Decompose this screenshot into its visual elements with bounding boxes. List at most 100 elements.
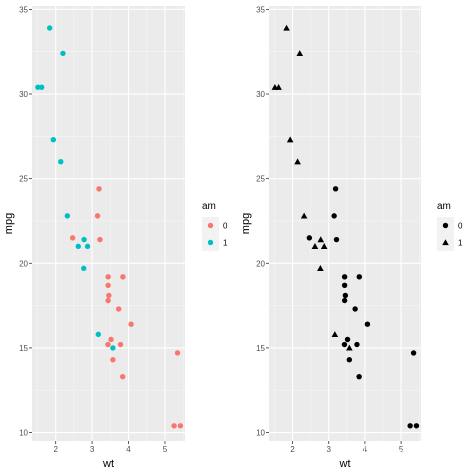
- x-tick-label: 5: [163, 445, 168, 454]
- y-axis-title: mpg: [240, 213, 252, 234]
- y-tick-label: 20: [19, 259, 28, 268]
- point-am-0: [177, 423, 184, 429]
- point-am-0: [120, 274, 126, 280]
- y-tick-label: 30: [256, 90, 265, 99]
- point-am-1: [64, 213, 71, 219]
- point-am-0: [97, 236, 103, 243]
- point-am-0: [410, 350, 417, 356]
- y-tick-label: 10: [256, 429, 265, 438]
- point-am-1: [296, 50, 304, 57]
- point-am-0: [106, 292, 112, 299]
- point-am-1: [320, 243, 328, 249]
- legend-key-am-1: [207, 239, 214, 246]
- y-axis-title: mpg: [3, 213, 15, 234]
- point-am-0: [356, 373, 362, 380]
- point-am-0: [105, 297, 111, 304]
- y-tick-label: 15: [256, 344, 265, 353]
- point-am-0: [96, 186, 102, 192]
- legend-key-am-1: [442, 239, 449, 246]
- panel-background: [32, 6, 185, 441]
- point-am-0: [306, 235, 313, 241]
- point-am-1: [110, 345, 116, 351]
- x-axis-title: wt: [339, 458, 351, 470]
- point-am-0: [117, 341, 124, 348]
- legend-label-am-0: 0: [223, 222, 228, 231]
- x-tick-label: 5: [399, 445, 404, 454]
- point-am-1: [294, 158, 301, 165]
- point-am-1: [84, 243, 91, 250]
- y-tick-label: 35: [256, 5, 265, 14]
- panel-background: [269, 6, 421, 441]
- y-tick-label: 15: [19, 344, 28, 353]
- y-tick-label: 10: [19, 429, 28, 438]
- point-am-0: [354, 341, 360, 348]
- point-am-0: [105, 274, 111, 280]
- point-am-1: [317, 265, 324, 271]
- point-am-0: [341, 274, 348, 280]
- plot-left-color: 2 3 4 5 10 15 20 25 30 35 wt mpg am 0 1: [3, 5, 228, 470]
- x-tick-label: 3: [326, 445, 331, 454]
- point-am-0: [342, 292, 349, 299]
- point-am-1: [95, 331, 102, 338]
- point-am-0: [174, 350, 181, 356]
- y-tick-label: 35: [19, 5, 28, 14]
- point-am-1: [346, 344, 353, 351]
- legend-label-am-0: 0: [458, 222, 463, 231]
- point-am-1: [300, 212, 308, 219]
- x-tick-label: 3: [90, 445, 95, 454]
- legend-key-am-0: [207, 222, 214, 229]
- legend-label-am-1: 1: [458, 239, 463, 248]
- legend-key-am-0: [442, 222, 449, 229]
- point-am-1: [271, 83, 279, 90]
- point-am-1: [331, 331, 339, 338]
- point-am-1: [38, 84, 45, 90]
- point-am-1: [35, 84, 41, 90]
- x-tick-label: 4: [363, 445, 368, 454]
- legend-title: am: [202, 201, 216, 212]
- point-am-0: [346, 357, 353, 363]
- y-tick-label: 30: [19, 90, 28, 99]
- point-am-1: [58, 159, 64, 165]
- point-am-1: [286, 136, 294, 143]
- watermark-text: 知乎 @timerring: [345, 445, 438, 460]
- point-am-0: [341, 341, 348, 348]
- point-am-0: [332, 186, 339, 192]
- point-am-0: [105, 341, 111, 348]
- point-am-0: [344, 336, 351, 343]
- y-tick-label: 20: [256, 259, 265, 268]
- point-am-1: [60, 50, 66, 57]
- point-am-1: [283, 24, 290, 31]
- point-am-0: [110, 357, 116, 363]
- point-am-0: [105, 282, 111, 288]
- point-am-0: [333, 236, 340, 243]
- point-am-0: [364, 321, 371, 327]
- point-am-1: [50, 137, 57, 143]
- plot-right-shape: 2 3 4 5 10 15 20 25 30 35 wt mpg am 0 1: [240, 5, 463, 470]
- y-tick-label: 25: [19, 175, 28, 184]
- x-tick-label: 4: [126, 445, 131, 454]
- point-am-0: [128, 321, 134, 327]
- point-am-0: [356, 274, 362, 280]
- point-am-0: [407, 423, 413, 429]
- point-am-1: [81, 236, 87, 243]
- point-am-0: [331, 213, 337, 219]
- point-am-1: [317, 236, 325, 243]
- point-am-0: [413, 423, 420, 429]
- point-am-0: [341, 282, 348, 288]
- x-tick-label: 2: [53, 445, 58, 454]
- point-am-0: [108, 336, 114, 343]
- x-axis-title: wt: [102, 458, 114, 470]
- point-am-0: [94, 213, 101, 219]
- point-am-0: [120, 373, 126, 380]
- point-am-0: [341, 297, 348, 304]
- point-am-1: [81, 265, 87, 272]
- point-am-0: [171, 423, 177, 429]
- point-am-0: [352, 306, 358, 312]
- point-am-0: [116, 306, 122, 312]
- x-tick-label: 2: [290, 445, 295, 454]
- legend-label-am-1: 1: [223, 239, 228, 248]
- point-am-1: [311, 243, 319, 249]
- point-am-1: [75, 243, 81, 250]
- point-am-1: [46, 25, 53, 31]
